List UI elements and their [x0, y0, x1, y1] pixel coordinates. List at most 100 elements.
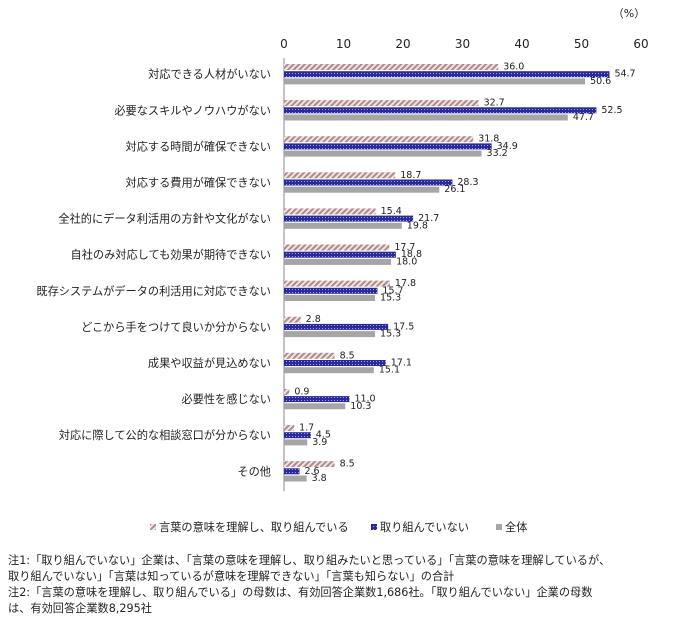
data-label-s2-c11: 3.8: [312, 473, 327, 484]
bar-s0-c3: [284, 172, 396, 179]
data-label-s2-c9: 10.3: [350, 401, 371, 412]
bar-s0-c2: [284, 136, 474, 143]
bar-s0-c5: [284, 244, 390, 251]
data-label-s1-c9: 11.0: [354, 394, 375, 405]
bar-s0-c11: [284, 461, 335, 468]
x-tick-label-0: 0: [280, 37, 288, 51]
data-label-s1-c6: 15.7: [382, 285, 403, 296]
category-label-0: 対応できる人材がいない: [148, 67, 271, 81]
bar-s1-c4: [284, 215, 414, 222]
bar-s1-c1: [284, 107, 597, 114]
bar-s0-c4: [284, 208, 376, 215]
data-label-s0-c8: 8.5: [340, 350, 355, 361]
category-label-5: 自社のみ対応しても効果が期待できない: [71, 248, 271, 262]
bar-s2-c11: [284, 475, 307, 482]
data-label-s2-c1: 47.7: [573, 112, 594, 123]
category-label-6: 既存システムがデータの利活用に対応できない: [36, 284, 271, 298]
data-label-s0-c10: 1.7: [299, 423, 314, 434]
bar-s1-c11: [284, 468, 300, 475]
category-label-9: 必要性を感じない: [181, 392, 271, 406]
bar-s2-c0: [284, 78, 586, 85]
bar-s1-c6: [284, 287, 378, 294]
bar-s0-c9: [284, 388, 290, 395]
bar-s1-c9: [284, 396, 350, 403]
data-label-s2-c4: 19.8: [407, 220, 428, 231]
data-label-s0-c11: 8.5: [340, 459, 355, 470]
data-label-s0-c3: 18.7: [400, 170, 421, 181]
data-label-s1-c8: 17.1: [391, 358, 412, 369]
data-label-s1-c0: 54.7: [614, 69, 635, 80]
category-label-7: どこから手をつけて良いか分からない: [81, 320, 271, 334]
data-label-s1-c10: 4.5: [316, 430, 331, 441]
bar-s2-c2: [284, 150, 482, 157]
bar-s0-c8: [284, 352, 335, 359]
data-label-s1-c4: 21.7: [418, 213, 439, 224]
bar-s0-c10: [284, 425, 295, 431]
data-label-s1-c11: 2.6: [304, 466, 319, 477]
data-label-s2-c3: 26.1: [444, 184, 465, 195]
bar-s1-c8: [284, 360, 386, 366]
bar-s1-c10: [284, 432, 311, 439]
bar-s0-c0: [284, 64, 499, 70]
category-label-8: 成果や収益が見込めない: [148, 356, 271, 370]
legend-label-0: 言葉の意味を理解し、取り組んでいる: [159, 520, 349, 534]
data-label-s0-c4: 15.4: [381, 206, 402, 217]
bar-s0-c6: [284, 280, 390, 287]
data-label-s2-c5: 18.0: [396, 256, 417, 267]
data-label-s1-c7: 17.5: [393, 321, 414, 332]
data-label-s2-c10: 3.9: [312, 437, 327, 448]
bar-s2-c3: [284, 186, 440, 193]
data-label-s2-c7: 15.3: [380, 329, 401, 340]
data-label-s0-c0: 36.0: [503, 62, 524, 73]
footnote-line-3: 注2:「言葉の意味を理解し、取り組んでいる」の母数は、有効回答企業数1,686社…: [8, 586, 593, 599]
bar-s2-c7: [284, 331, 376, 338]
data-label-s1-c2: 34.9: [497, 141, 518, 152]
data-label-s1-c3: 28.3: [457, 177, 478, 188]
bar-s2-c1: [284, 114, 568, 121]
data-label-s0-c6: 17.8: [395, 278, 416, 289]
bar-s1-c2: [284, 143, 492, 150]
data-label-s2-c0: 50.6: [590, 76, 611, 87]
category-label-2: 対応する時間が確保できない: [126, 139, 271, 153]
category-label-4: 全社的にデータ利活用の方針や文化がない: [58, 212, 271, 226]
legend-swatch-2: [496, 524, 502, 530]
data-label-s0-c7: 2.8: [306, 314, 321, 325]
unit-label: （%）: [613, 7, 645, 20]
data-label-s1-c5: 18.8: [401, 249, 422, 260]
footnote-line-4: は、有効回答企業数8,295社: [8, 602, 152, 615]
data-label-s0-c9: 0.9: [294, 386, 309, 397]
bar-s2-c8: [284, 367, 374, 374]
bar-s2-c4: [284, 222, 402, 229]
data-label-s2-c2: 33.2: [487, 148, 508, 159]
bar-s1-c7: [284, 323, 389, 330]
bar-s1-c3: [284, 179, 453, 186]
footnote-line-1: 注1:「取り組んでいない」企業は、「言葉の意味を理解し、取り組みたいと思っている…: [8, 554, 611, 567]
bar-s2-c6: [284, 295, 376, 301]
category-label-10: 対応に際して公的な相談窓口が分からない: [59, 428, 271, 442]
x-tick-label-3: 30: [455, 37, 470, 51]
footnote-line-2: 取り組んでいない」「言葉は知っているが意味を理解できない」「言葉も知らない」の合…: [8, 570, 455, 583]
bar-s1-c5: [284, 251, 396, 258]
category-label-3: 対応する費用が確保できない: [126, 176, 271, 190]
x-tick-label-1: 10: [336, 37, 351, 51]
category-label-11: その他: [237, 465, 271, 478]
data-label-s0-c5: 17.7: [394, 242, 415, 253]
bar-s0-c1: [284, 100, 479, 107]
x-tick-label-5: 50: [574, 37, 589, 51]
bar-s0-c7: [284, 316, 301, 323]
bar-chart: （%） 0 10 20 30 40 50 60 対応できる人材がいない 36.0 54.750.6…: [36, 7, 648, 534]
data-label-s2-c8: 15.1: [379, 365, 400, 376]
legend-label-1: 取り組んでいない: [380, 521, 469, 534]
footnotes: 注1:「取り組んでいない」企業は、「言葉の意味を理解し、取り組みたいと思っている…: [8, 553, 676, 617]
x-tick-label-6: 60: [633, 37, 648, 51]
bar-s1-c0: [284, 71, 610, 78]
legend-label-2: 全体: [505, 520, 527, 534]
data-label-s1-c1: 52.5: [601, 105, 622, 116]
category-label-1: 必要なスキルやノウハウがない: [114, 103, 271, 117]
legend-swatch-1: [371, 524, 377, 530]
data-label-s0-c2: 31.8: [478, 134, 499, 145]
legend-swatch-0: [150, 524, 156, 530]
data-label-s2-c6: 15.3: [380, 293, 401, 304]
x-tick-label-4: 40: [514, 37, 529, 51]
